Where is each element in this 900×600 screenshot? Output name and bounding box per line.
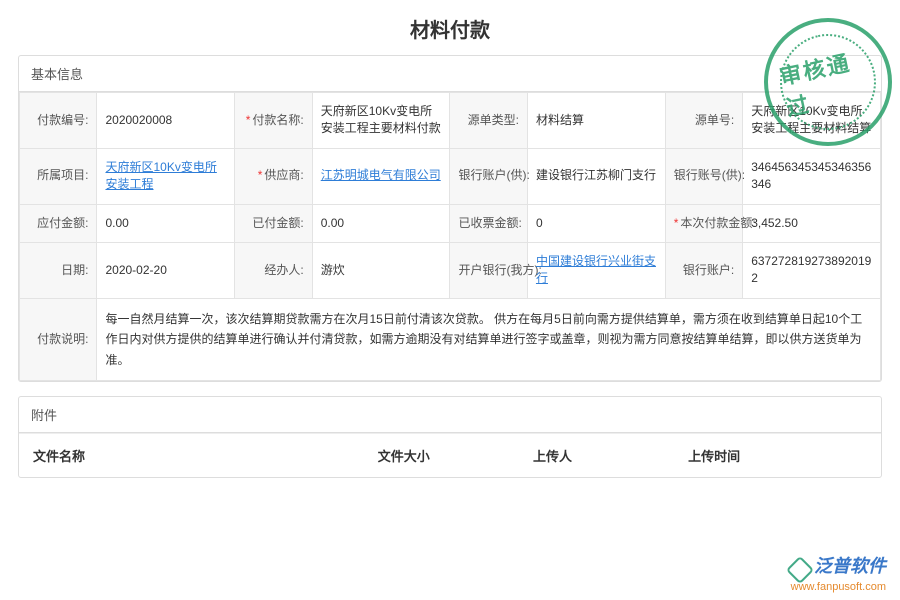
value-invoiced: 0 — [527, 204, 665, 242]
attachment-panel: 附件 文件名称 文件大小 上传人 上传时间 — [18, 396, 882, 478]
stamp-text: 审核通过 — [776, 41, 879, 123]
watermark: 泛普软件 www.fanpusoft.com — [788, 555, 886, 594]
our-bank-link[interactable]: 中国建设银行兴业街支行 — [536, 254, 656, 285]
value-operator: 游炊 — [312, 242, 450, 298]
value-this-pay: 3,452.50 — [743, 204, 881, 242]
value-paid: 0.00 — [312, 204, 450, 242]
basic-info-panel: 基本信息 付款编号: 2020020008 *付款名称: 天府新区10Kv变电所… — [18, 55, 882, 382]
brand-url: www.fanpusoft.com — [788, 580, 886, 594]
value-bank-account-sup: 建设银行江苏柳门支行 — [527, 148, 665, 204]
project-link[interactable]: 天府新区10Kv变电所安装工程 — [105, 160, 216, 191]
value-description: 每一自然月结算一次，该次结算期贷款需方在次月15日前付清该次贷款。 供方在每月5… — [97, 298, 881, 380]
supplier-link[interactable]: 江苏明城电气有限公司 — [321, 168, 441, 182]
table-row: 所属项目: 天府新区10Kv变电所安装工程 *供应商: 江苏明城电气有限公司 银… — [20, 148, 881, 204]
label-bank-no-sup: 银行账号(供): — [665, 148, 742, 204]
label-our-bank: 开户银行(我方): — [450, 242, 527, 298]
value-payable: 0.00 — [97, 204, 235, 242]
value-source-type: 材料结算 — [527, 93, 665, 149]
col-filename: 文件名称 — [19, 433, 364, 477]
col-uploadtime: 上传时间 — [674, 433, 881, 477]
value-date: 2020-02-20 — [97, 242, 235, 298]
col-uploader: 上传人 — [519, 433, 674, 477]
label-supplier: *供应商: — [235, 148, 312, 204]
table-row: 付款说明: 每一自然月结算一次，该次结算期贷款需方在次月15日前付清该次贷款。 … — [20, 298, 881, 380]
label-date: 日期: — [20, 242, 97, 298]
label-our-account: 银行账户: — [665, 242, 742, 298]
label-source-no: 源单号: — [665, 93, 742, 149]
label-payable: 应付金额: — [20, 204, 97, 242]
value-our-account: 6372728192738920192 — [743, 242, 881, 298]
label-payment-name: *付款名称: — [235, 93, 312, 149]
label-paid: 已付金额: — [235, 204, 312, 242]
brand-text: 泛普软件 — [814, 556, 886, 576]
label-this-pay: *本次付款金额: — [665, 204, 742, 242]
label-invoiced: 已收票金额: — [450, 204, 527, 242]
label-project: 所属项目: — [20, 148, 97, 204]
value-our-bank: 中国建设银行兴业街支行 — [527, 242, 665, 298]
page-title: 材料付款 — [0, 0, 900, 55]
value-supplier: 江苏明城电气有限公司 — [312, 148, 450, 204]
label-operator: 经办人: — [235, 242, 312, 298]
value-bank-no-sup: 346456345345346356346 — [743, 148, 881, 204]
table-row: 付款编号: 2020020008 *付款名称: 天府新区10Kv变电所安装工程主… — [20, 93, 881, 149]
table-row: 日期: 2020-02-20 经办人: 游炊 开户银行(我方): 中国建设银行兴… — [20, 242, 881, 298]
col-filesize: 文件大小 — [364, 433, 519, 477]
label-payment-no: 付款编号: — [20, 93, 97, 149]
attachment-table: 文件名称 文件大小 上传人 上传时间 — [19, 433, 881, 477]
value-payment-name: 天府新区10Kv变电所安装工程主要材料付款 — [312, 93, 450, 149]
logo-icon — [788, 558, 810, 580]
value-project: 天府新区10Kv变电所安装工程 — [97, 148, 235, 204]
label-source-type: 源单类型: — [450, 93, 527, 149]
table-row: 应付金额: 0.00 已付金额: 0.00 已收票金额: 0 *本次付款金额: … — [20, 204, 881, 242]
label-bank-account-sup: 银行账户(供): — [450, 148, 527, 204]
form-table: 付款编号: 2020020008 *付款名称: 天府新区10Kv变电所安装工程主… — [19, 92, 881, 381]
label-description: 付款说明: — [20, 298, 97, 380]
basic-info-header: 基本信息 — [19, 56, 881, 92]
value-payment-no: 2020020008 — [97, 93, 235, 149]
attachment-header: 附件 — [19, 397, 881, 433]
